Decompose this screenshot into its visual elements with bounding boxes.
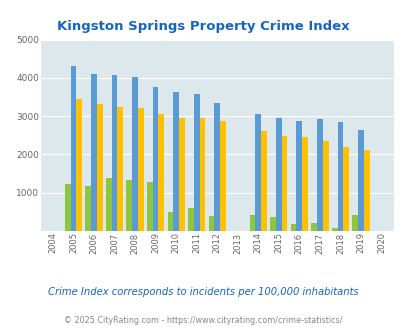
Bar bbox=[126, 180, 132, 231]
Bar bbox=[65, 184, 70, 231]
Bar bbox=[322, 141, 328, 231]
Bar bbox=[363, 150, 369, 231]
Bar bbox=[173, 92, 179, 231]
Bar bbox=[70, 66, 76, 231]
Bar bbox=[132, 77, 138, 231]
Bar bbox=[76, 99, 82, 231]
Bar bbox=[91, 75, 97, 231]
Bar bbox=[147, 182, 152, 231]
Bar bbox=[249, 215, 255, 231]
Bar bbox=[97, 104, 102, 231]
Bar bbox=[220, 121, 225, 231]
Bar bbox=[357, 130, 363, 231]
Bar bbox=[167, 212, 173, 231]
Bar bbox=[301, 137, 307, 231]
Bar bbox=[208, 216, 214, 231]
Text: Kingston Springs Property Crime Index: Kingston Springs Property Crime Index bbox=[57, 20, 348, 33]
Bar bbox=[117, 107, 123, 231]
Bar bbox=[316, 119, 322, 231]
Bar bbox=[138, 108, 143, 231]
Bar bbox=[179, 118, 184, 231]
Bar bbox=[281, 136, 287, 231]
Bar bbox=[275, 118, 281, 231]
Bar bbox=[199, 118, 205, 231]
Bar bbox=[352, 215, 357, 231]
Bar bbox=[337, 122, 343, 231]
Bar bbox=[193, 94, 199, 231]
Bar bbox=[311, 223, 316, 231]
Text: Crime Index corresponds to incidents per 100,000 inhabitants: Crime Index corresponds to incidents per… bbox=[47, 287, 358, 297]
Bar bbox=[255, 114, 260, 231]
Bar bbox=[260, 131, 266, 231]
Text: © 2025 CityRating.com - https://www.cityrating.com/crime-statistics/: © 2025 CityRating.com - https://www.city… bbox=[64, 315, 341, 325]
Bar bbox=[331, 228, 337, 231]
Bar bbox=[158, 114, 164, 231]
Bar bbox=[343, 147, 348, 231]
Bar bbox=[106, 178, 111, 231]
Bar bbox=[269, 217, 275, 231]
Bar bbox=[152, 87, 158, 231]
Bar bbox=[214, 103, 220, 231]
Bar bbox=[188, 209, 193, 231]
Bar bbox=[296, 121, 301, 231]
Bar bbox=[290, 224, 296, 231]
Bar bbox=[111, 75, 117, 231]
Bar bbox=[85, 186, 91, 231]
